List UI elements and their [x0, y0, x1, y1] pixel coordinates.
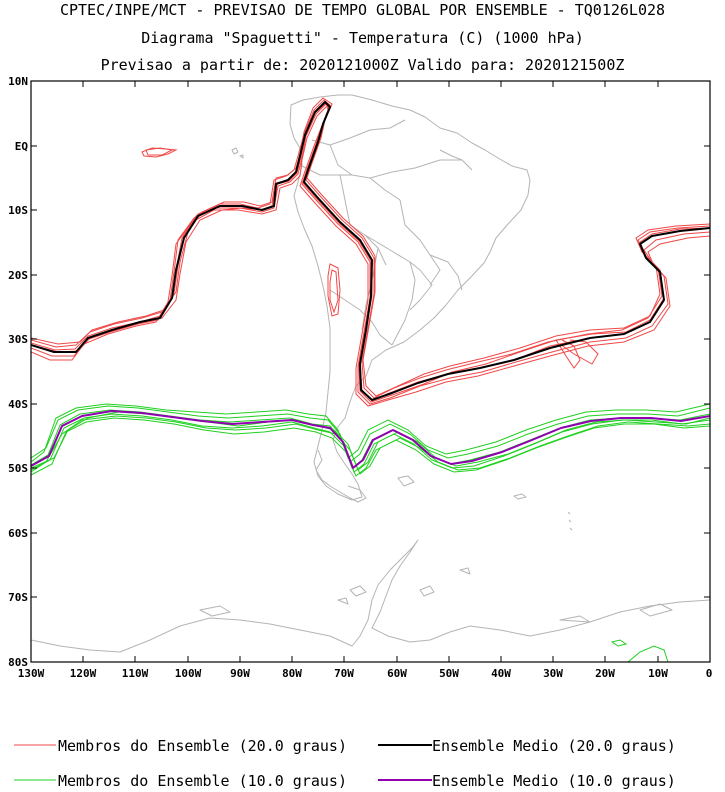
member-20-contour [31, 105, 710, 407]
member-20-blob-pacific [327, 263, 341, 317]
lat-label-70s: 70S [8, 591, 28, 604]
lon-label-0: 0 [706, 667, 713, 680]
member-10-contour [31, 405, 710, 463]
lon-label-30w: 30W [543, 667, 563, 680]
member-20-contour [31, 97, 710, 397]
members-10-contours [31, 403, 710, 662]
lat-label-50s: 50S [8, 462, 28, 475]
antarctica-coast [31, 539, 710, 653]
member-10-contour [31, 411, 710, 471]
coastlines [31, 94, 710, 653]
lat-label-40s: 40S [8, 398, 28, 411]
member-10-blob [627, 645, 669, 662]
legend-label-mean-20: Ensemble Medio (20.0 graus) [432, 737, 676, 755]
title-line-3: Previsao a partir de: 2020121000Z Valido… [100, 56, 625, 74]
galapagos-islands [231, 147, 244, 159]
south-sandwich [567, 511, 573, 531]
lon-label-90w: 90W [230, 667, 250, 680]
lon-label-110w: 110W [122, 667, 149, 680]
lon-label-10w: 10W [648, 667, 668, 680]
members-20-contours [31, 97, 710, 407]
lon-label-100w: 100W [175, 667, 202, 680]
member-10-contour [31, 415, 710, 475]
south-georgia [513, 493, 527, 500]
legend: Membros do Ensemble (20.0 graus) Ensembl… [14, 737, 676, 790]
lon-label-70w: 70W [334, 667, 354, 680]
member-10-contour [31, 413, 710, 473]
lon-label-40w: 40W [491, 667, 511, 680]
mean-20-contour [31, 101, 710, 401]
member-20-contour [31, 103, 710, 405]
lat-label-60s: 60S [8, 527, 28, 540]
lat-label-10n: 10N [8, 75, 28, 88]
mean-10-line [31, 410, 710, 469]
member-20-contour [31, 101, 710, 401]
legend-label-members-20: Membros do Ensemble (20.0 graus) [58, 737, 347, 755]
legend-label-mean-10: Ensemble Medio (10.0 graus) [432, 772, 676, 790]
lon-ticks [30, 81, 711, 662]
country-borders [301, 119, 473, 346]
title-line-2: Diagrama "Spaguetti" - Temperatura (C) (… [141, 29, 584, 47]
tierra-del-fuego [315, 449, 367, 503]
legend-label-members-10: Membros do Ensemble (10.0 graus) [58, 772, 347, 790]
lon-label-50w: 50W [439, 667, 459, 680]
mean-20-line [31, 101, 710, 401]
member-10-contour [31, 417, 710, 477]
lon-label-130w: 130W [18, 667, 45, 680]
lat-label-80s: 80S [8, 656, 28, 669]
member-20-contour [555, 339, 581, 369]
member-20-blob-galapagos [145, 147, 174, 156]
mean-10-contour [31, 410, 710, 469]
falkland-islands [397, 475, 415, 487]
lon-label-80w: 80W [282, 667, 302, 680]
lat-label-10s: 10S [8, 204, 28, 217]
lat-ticks [31, 80, 710, 663]
member-20-blob-pacific [329, 269, 339, 314]
lat-label-30s: 30S [8, 333, 28, 346]
member-10-blob [610, 639, 628, 647]
lon-label-120w: 120W [70, 667, 97, 680]
lon-label-20w: 20W [595, 667, 615, 680]
lat-label-eq: EQ [15, 140, 29, 153]
member-10-contour [31, 403, 710, 463]
member-20-blob-galapagos [141, 147, 178, 158]
lat-label-20s: 20S [8, 269, 28, 282]
south-america-coast [289, 94, 531, 501]
member-20-contour [559, 339, 599, 365]
lon-label-60w: 60W [387, 667, 407, 680]
map-frame [30, 80, 711, 663]
antarctica-islands [199, 567, 673, 623]
title-line-1: CPTEC/INPE/MCT - PREVISAO DE TEMPO GLOBA… [59, 1, 666, 19]
